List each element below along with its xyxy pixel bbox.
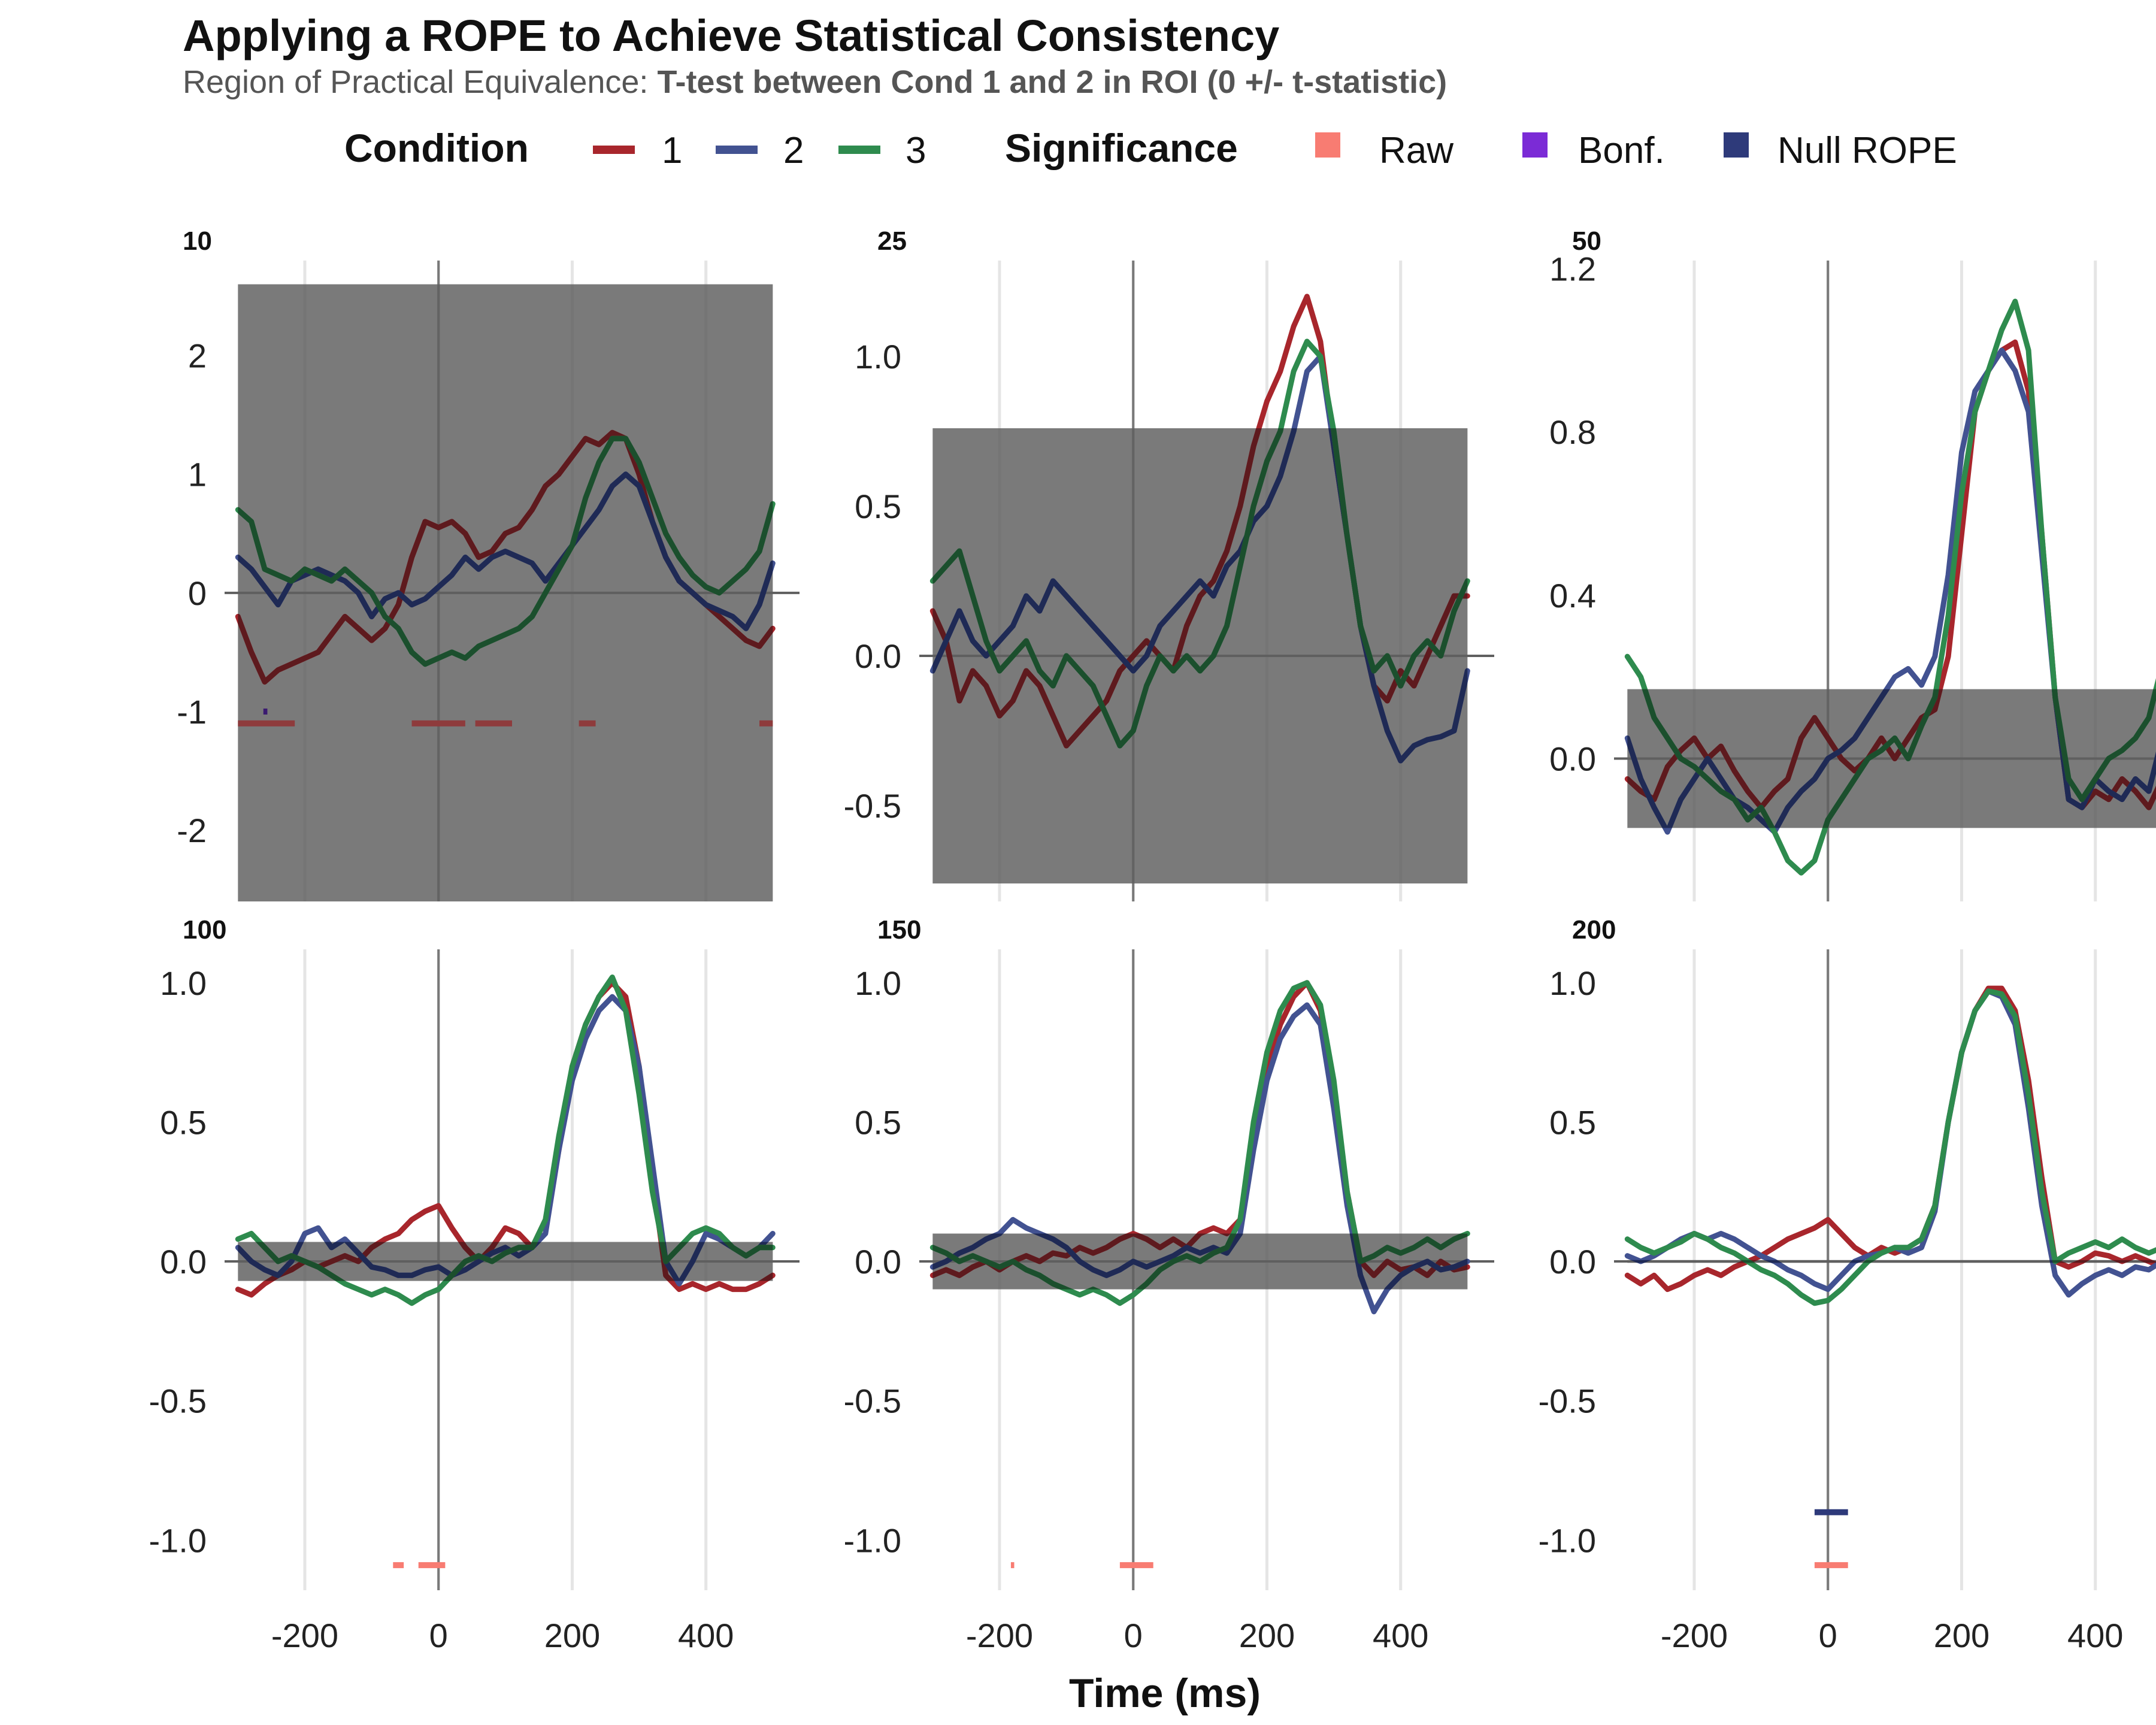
subtitle-bold: T-test between Cond 1 and 2 in ROI (0 +/… <box>657 64 1447 100</box>
y-tick-label: 0.0 <box>1549 1243 1596 1281</box>
y-tick-label: 0.4 <box>1549 577 1596 615</box>
series-group <box>235 975 776 1306</box>
legend-swatch-raw <box>1315 132 1340 158</box>
y-tick-label: 1.0 <box>160 964 207 1002</box>
series-line-in-rope-condition-1 <box>264 1242 773 1281</box>
legend: Condition 1 2 3 Significance Raw Bonf. N… <box>344 126 1957 171</box>
series-line-in-rope-condition-3 <box>255 1242 773 1281</box>
y-tick-label: -1 <box>177 693 207 731</box>
y-tick-label: 0 <box>188 574 207 612</box>
x-tick-label: 0 <box>1819 1617 1837 1654</box>
series-line-in-rope-condition-3 <box>932 1233 1468 1290</box>
y-tick-label: -0.5 <box>1539 1382 1597 1420</box>
chart-subtitle: Region of Practical Equivalence: T-test … <box>183 64 1447 100</box>
y-tick-label: 0.5 <box>160 1103 207 1141</box>
legend-label-condition-2: 2 <box>783 130 804 171</box>
panel-label: 150 <box>877 915 921 945</box>
y-tick-label: -1.0 <box>1539 1521 1597 1559</box>
series-group <box>929 980 1470 1315</box>
legend-condition-1: 1 <box>593 130 682 171</box>
series-line-in-rope-condition-2 <box>1627 689 2156 828</box>
subtitle-plain: Region of Practical Equivalence: <box>183 64 657 100</box>
y-tick-label: 1 <box>188 456 207 494</box>
legend-swatch-bonf <box>1522 132 1548 158</box>
panel-100: 100 -1.0 -0.5 0.0 0.5 1.0 -200 0 200 400 <box>149 915 800 1654</box>
panel-25: 25 -0.5 0.0 0.5 1.0 <box>844 226 1494 901</box>
legend-condition-title: Condition <box>344 126 529 170</box>
panel-label: 50 <box>1572 226 1601 256</box>
legend-condition-2: 2 <box>716 130 804 171</box>
series-group <box>1624 298 2156 876</box>
panels: 10 -2 -1 0 1 2 25 -0.5 0.0 0.5 1.0 50 0.0 0.4 0.8 1.2 10… <box>149 226 2156 1654</box>
panel-label: 25 <box>877 226 907 256</box>
x-tick-label: 400 <box>2067 1617 2123 1654</box>
y-tick-label: 0.5 <box>855 488 901 525</box>
y-tick-label: 0.0 <box>855 1243 901 1281</box>
y-tick-label: 0.0 <box>855 637 901 675</box>
legend-significance-bonf: Bonf. <box>1522 130 1665 171</box>
x-tick-label: 400 <box>678 1617 734 1654</box>
y-tick-label: -0.5 <box>844 1382 902 1420</box>
series-line-in-rope-condition-3 <box>932 428 1468 749</box>
panel-200: 200 -1.0 -0.5 0.0 0.5 1.0 -200 0 200 400 <box>1539 915 2156 1654</box>
x-tick-label: -200 <box>966 1617 1033 1654</box>
y-tick-label: 1.0 <box>1549 964 1596 1002</box>
y-tick-label: 1.2 <box>1549 250 1596 288</box>
panel-label: 10 <box>183 226 212 256</box>
legend-label-bonf: Bonf. <box>1578 130 1665 171</box>
panel-10: 10 -2 -1 0 1 2 <box>177 226 800 901</box>
y-tick-label: 0.5 <box>855 1103 901 1141</box>
x-tick-label: 200 <box>1934 1617 1990 1654</box>
series-line-condition-1 <box>1624 985 2156 1293</box>
legend-label-null-rope: Null ROPE <box>1778 130 1957 171</box>
series-line-in-rope-condition-2 <box>238 471 773 631</box>
y-tick-label: -0.5 <box>149 1382 207 1420</box>
x-tick-label: 0 <box>1124 1617 1143 1654</box>
y-tick-label: 0.0 <box>1549 740 1596 777</box>
series-line-condition-3 <box>1624 988 2156 1306</box>
legend-label-raw: Raw <box>1379 130 1454 171</box>
y-tick-label: 2 <box>188 337 207 375</box>
x-tick-label: 400 <box>1373 1617 1428 1654</box>
series-group <box>1624 985 2156 1306</box>
legend-condition-3: 3 <box>838 130 926 171</box>
y-tick-label: 1.0 <box>855 338 901 376</box>
y-tick-label: 0.0 <box>160 1243 207 1281</box>
legend-swatch-null-rope <box>1724 132 1749 158</box>
x-tick-label: 200 <box>1239 1617 1295 1654</box>
series-line-in-rope-condition-2 <box>932 1233 1468 1290</box>
x-tick-label: -200 <box>1661 1617 1728 1654</box>
y-tick-label: 0.5 <box>1549 1103 1596 1141</box>
y-tick-label: -1.0 <box>844 1521 902 1559</box>
series-line-in-rope-condition-3 <box>1642 689 2156 828</box>
legend-significance-title: Significance <box>1005 126 1238 170</box>
y-tick-label: -2 <box>177 812 207 849</box>
y-tick-label: 1.0 <box>855 964 901 1002</box>
series-group <box>929 293 1470 764</box>
series-line-in-rope-condition-1 <box>932 428 1468 749</box>
panel-150: 150 -1.0 -0.5 0.0 0.5 1.0 -200 0 200 400 <box>844 915 1494 1654</box>
x-tick-label: 200 <box>544 1617 600 1654</box>
x-axis-title: Time (ms) <box>1069 1670 1261 1716</box>
panel-label: 200 <box>1572 915 1616 945</box>
chart-title: Applying a ROPE to Achieve Statistical C… <box>183 11 1279 60</box>
legend-label-condition-3: 3 <box>906 130 926 171</box>
x-tick-label: -200 <box>271 1617 338 1654</box>
series-line-in-rope-condition-3 <box>238 435 773 667</box>
x-tick-label: 0 <box>429 1617 448 1654</box>
y-tick-label: -1.0 <box>149 1521 207 1559</box>
panel-label: 100 <box>183 915 226 945</box>
legend-significance-null-rope: Null ROPE <box>1724 130 1957 171</box>
series-line-in-rope-condition-1 <box>932 1233 1468 1278</box>
y-tick-label: 0.8 <box>1549 413 1596 451</box>
panel-50: 50 0.0 0.4 0.8 1.2 <box>1549 226 2156 901</box>
series-line-in-rope-condition-2 <box>238 1242 769 1281</box>
y-tick-label: -0.5 <box>844 787 902 825</box>
series-line-in-rope-condition-2 <box>932 428 1468 764</box>
legend-significance-raw: Raw <box>1315 130 1454 171</box>
series-group <box>235 429 776 685</box>
legend-label-condition-1: 1 <box>662 130 682 171</box>
